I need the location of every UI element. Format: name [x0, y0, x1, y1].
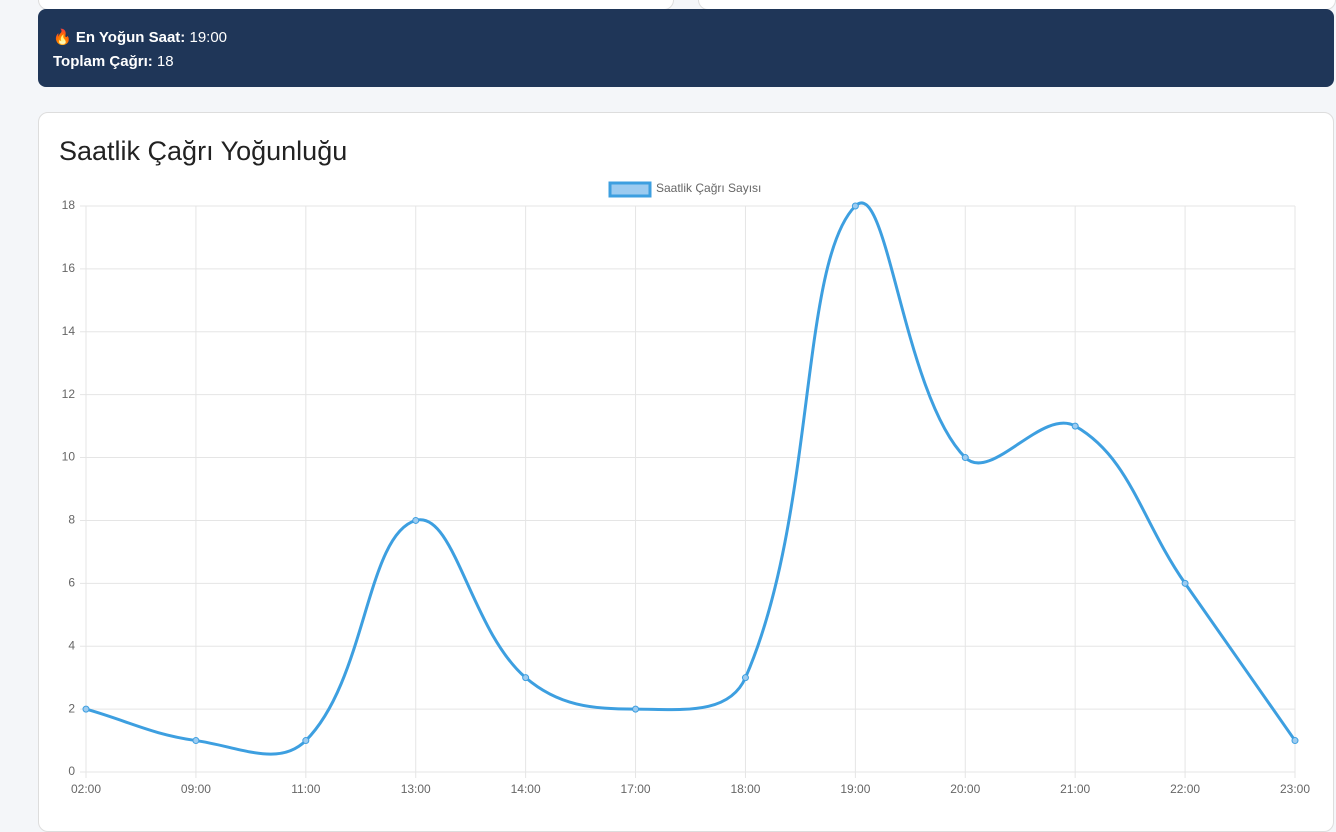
legend-swatch — [608, 181, 652, 198]
x-tick-label: 11:00 — [291, 782, 320, 796]
point — [522, 674, 530, 682]
chart-title: Saatlik Çağrı Yoğunluğu — [59, 136, 347, 166]
chart-card — [38, 112, 1334, 832]
x-tick-label: 17:00 — [621, 782, 651, 796]
point — [741, 674, 749, 682]
x-tick-label: 19:00 — [840, 782, 870, 796]
peak-row: 🔥 En Yoğun Saat: 19:00 — [53, 26, 1319, 50]
x-tick-label: 14:00 — [511, 782, 541, 796]
point — [192, 737, 200, 745]
y-tick-label: 10 — [62, 450, 76, 464]
legend-label: Saatlik Çağrı Sayısı — [656, 181, 761, 195]
y-tick-label: 12 — [62, 387, 76, 401]
x-tick-label: 13:00 — [401, 782, 431, 796]
point — [961, 454, 969, 462]
y-tick-label: 4 — [68, 638, 75, 652]
y-tick-label: 18 — [62, 198, 76, 212]
y-tick-label: 2 — [68, 701, 75, 715]
total-value: 18 — [156, 53, 174, 70]
y-tick-label: 16 — [62, 261, 76, 275]
total-label: Toplam Çağrı: — [53, 53, 153, 70]
point — [412, 516, 420, 524]
y-tick-label: 14 — [62, 324, 76, 338]
x-tick-label: 23:00 — [1280, 782, 1310, 796]
peak-value: 19:00 — [189, 29, 228, 46]
x-tick-label: 18:00 — [730, 782, 760, 796]
point — [302, 737, 310, 745]
x-tick-label: 02:00 — [71, 782, 101, 796]
point — [1291, 737, 1299, 745]
point — [82, 705, 90, 713]
point — [632, 705, 640, 713]
x-tick-label: 21:00 — [1060, 782, 1090, 796]
point — [1181, 579, 1189, 587]
y-tick-label: 0 — [68, 764, 75, 778]
peak-label: 🔥 En Yoğun Saat: — [53, 29, 186, 46]
y-tick-label: 8 — [68, 513, 75, 527]
x-tick-label: 09:00 — [181, 782, 211, 796]
point — [851, 202, 859, 210]
y-tick-label: 6 — [68, 576, 75, 590]
point — [1071, 422, 1079, 430]
summary-banner: 🔥 En Yoğun Saat: 19:00 Toplam Çağrı: 18 — [38, 9, 1334, 87]
x-tick-label: 22:00 — [1170, 782, 1200, 796]
x-tick-label: 20:00 — [950, 782, 980, 796]
line — [85, 201, 1297, 756]
total-row: Toplam Çağrı: 18 — [53, 50, 1319, 74]
